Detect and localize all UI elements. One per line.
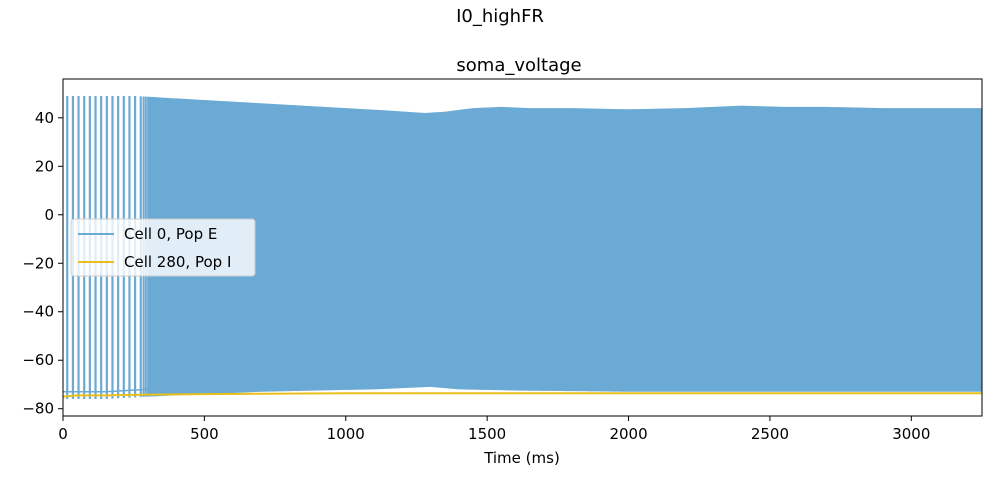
x-tick-label: 0 xyxy=(58,425,68,443)
plot-title: soma_voltage xyxy=(456,55,581,76)
axes: 0 500 1000 1500 2000 2500 3000 −80 −60 −40 −20 0 20 4… xyxy=(22,78,983,443)
series-cell-0-baseline xyxy=(63,388,148,393)
x-tick-label: 1500 xyxy=(468,425,506,443)
legend-label-1: Cell 280, Pop I xyxy=(124,253,231,271)
y-tick-label: −20 xyxy=(22,254,54,272)
y-tick-label: 0 xyxy=(44,206,54,224)
figure-title: I0_highFR xyxy=(456,6,544,27)
y-tick-label: 20 xyxy=(35,157,54,175)
series-cell-280-pop-i xyxy=(63,392,982,398)
x-tick-label: 3000 xyxy=(892,425,930,443)
y-tick-label: −60 xyxy=(22,351,54,369)
y-tick-label: 40 xyxy=(35,109,54,127)
x-tick-label: 2000 xyxy=(609,425,647,443)
axes-frame xyxy=(62,78,983,417)
x-axis-title: Time (ms) xyxy=(483,449,560,467)
y-tick-label: −40 xyxy=(22,303,54,321)
series-cell-0-dense-band xyxy=(147,96,982,397)
y-tick-label: −80 xyxy=(22,400,54,418)
legend: Cell 0, Pop E Cell 280, Pop I xyxy=(70,218,256,277)
legend-box xyxy=(70,218,256,277)
x-tick-label: 2500 xyxy=(751,425,789,443)
x-tick-label: 1000 xyxy=(327,425,365,443)
legend-label-0: Cell 0, Pop E xyxy=(124,225,217,243)
x-tick-label: 500 xyxy=(190,425,219,443)
